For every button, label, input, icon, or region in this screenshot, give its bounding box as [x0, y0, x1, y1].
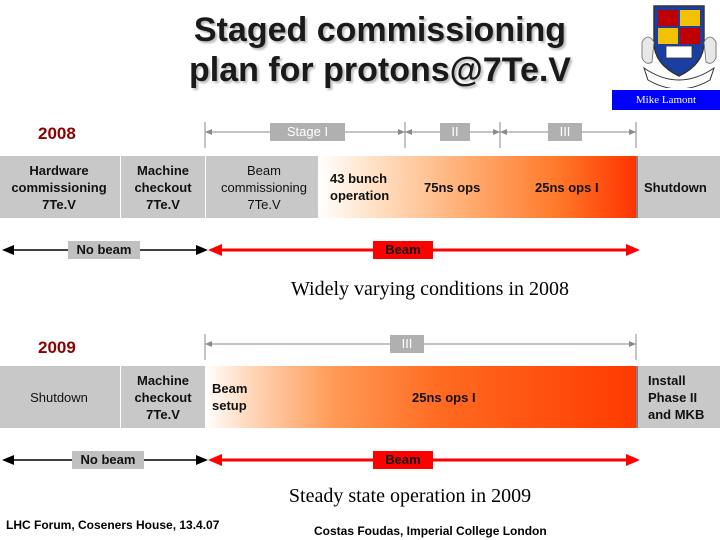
- box-line: Machine: [136, 162, 189, 178]
- beam-label-2009: Beam: [373, 451, 433, 469]
- ops-75ns-box: 75ns ops: [424, 180, 481, 195]
- box-line: 7Te.V: [146, 196, 180, 212]
- box-line: commissioning: [221, 179, 307, 195]
- college-crest-logo: [641, 5, 717, 88]
- shutdown-box-2008: Shutdown: [644, 180, 707, 195]
- divider: [120, 366, 121, 428]
- stage-2-label: II: [440, 123, 470, 141]
- divider: [120, 156, 121, 218]
- ops-25ns-box-2008: 25ns ops I: [535, 180, 599, 195]
- box-line: Phase II: [648, 390, 698, 405]
- stage-3-label-2009: III: [390, 335, 424, 353]
- machine-checkout-box-2009: Machine checkout 7Te.V: [122, 368, 204, 426]
- stage-brackets-2008: [204, 122, 637, 148]
- box-line: 7Te.V: [146, 406, 180, 422]
- box-line: checkout: [134, 179, 192, 195]
- beam-commissioning-box: Beam commissioning 7Te.V: [208, 158, 320, 216]
- box-line: Hardware: [29, 162, 89, 178]
- install-phase-box: Install Phase II and MKB: [648, 372, 704, 423]
- box-line: and MKB: [648, 407, 705, 422]
- footer-presenter: Costas Foudas, Imperial College London: [314, 524, 547, 538]
- year-2008: 2008: [38, 124, 76, 143]
- slide-title: Staged commissioning plan for protons@7T…: [60, 10, 700, 90]
- year-2009: 2009: [38, 338, 76, 357]
- box-line: operation: [330, 188, 390, 203]
- box-line: Beam: [247, 162, 281, 178]
- caption-2008: Widely varying conditions in 2008: [290, 278, 570, 300]
- hardware-commissioning-box: Hardware commissioning 7Te.V: [0, 158, 118, 216]
- divider: [636, 156, 638, 218]
- ops-25ns-box-2009: 25ns ops I: [412, 390, 476, 405]
- stage-1-label: Stage I: [270, 123, 345, 141]
- box-line: 7Te.V: [42, 196, 76, 212]
- footer-event: LHC Forum, Coseners House, 13.4.07: [6, 518, 220, 532]
- beam-gradient-2008: [318, 156, 636, 218]
- no-beam-label-2009: No beam: [72, 451, 144, 469]
- bunch-operation-box: 43 bunch operation: [330, 170, 400, 204]
- divider: [205, 156, 206, 218]
- divider: [636, 366, 638, 428]
- box-line: Beam: [212, 381, 248, 396]
- beam-gradient-2009: [205, 366, 636, 428]
- box-line: checkout: [134, 389, 192, 405]
- machine-checkout-box-2008: Machine checkout 7Te.V: [122, 158, 204, 216]
- box-line: setup: [212, 398, 247, 413]
- stage-bracket-2009: [204, 334, 637, 360]
- box-line: 43 bunch: [330, 171, 388, 186]
- no-beam-label-2008: No beam: [68, 241, 140, 259]
- beam-setup-box: Beam setup: [212, 380, 247, 414]
- box-line: Install: [648, 373, 686, 388]
- author-badge: Mike Lamont: [612, 90, 720, 110]
- box-line: commissioning: [11, 179, 107, 195]
- box-line: 7Te.V: [247, 196, 281, 212]
- page-number: 39: [661, 496, 677, 511]
- stage-3-label: III: [548, 123, 582, 141]
- caption-2009: Steady state operation in 2009: [288, 485, 532, 507]
- box-line: Machine: [136, 372, 189, 388]
- title-text: Staged commissioning plan for protons@7T…: [189, 11, 571, 89]
- beam-label-2008: Beam: [373, 241, 433, 259]
- shutdown-box-2009: Shutdown: [30, 389, 88, 405]
